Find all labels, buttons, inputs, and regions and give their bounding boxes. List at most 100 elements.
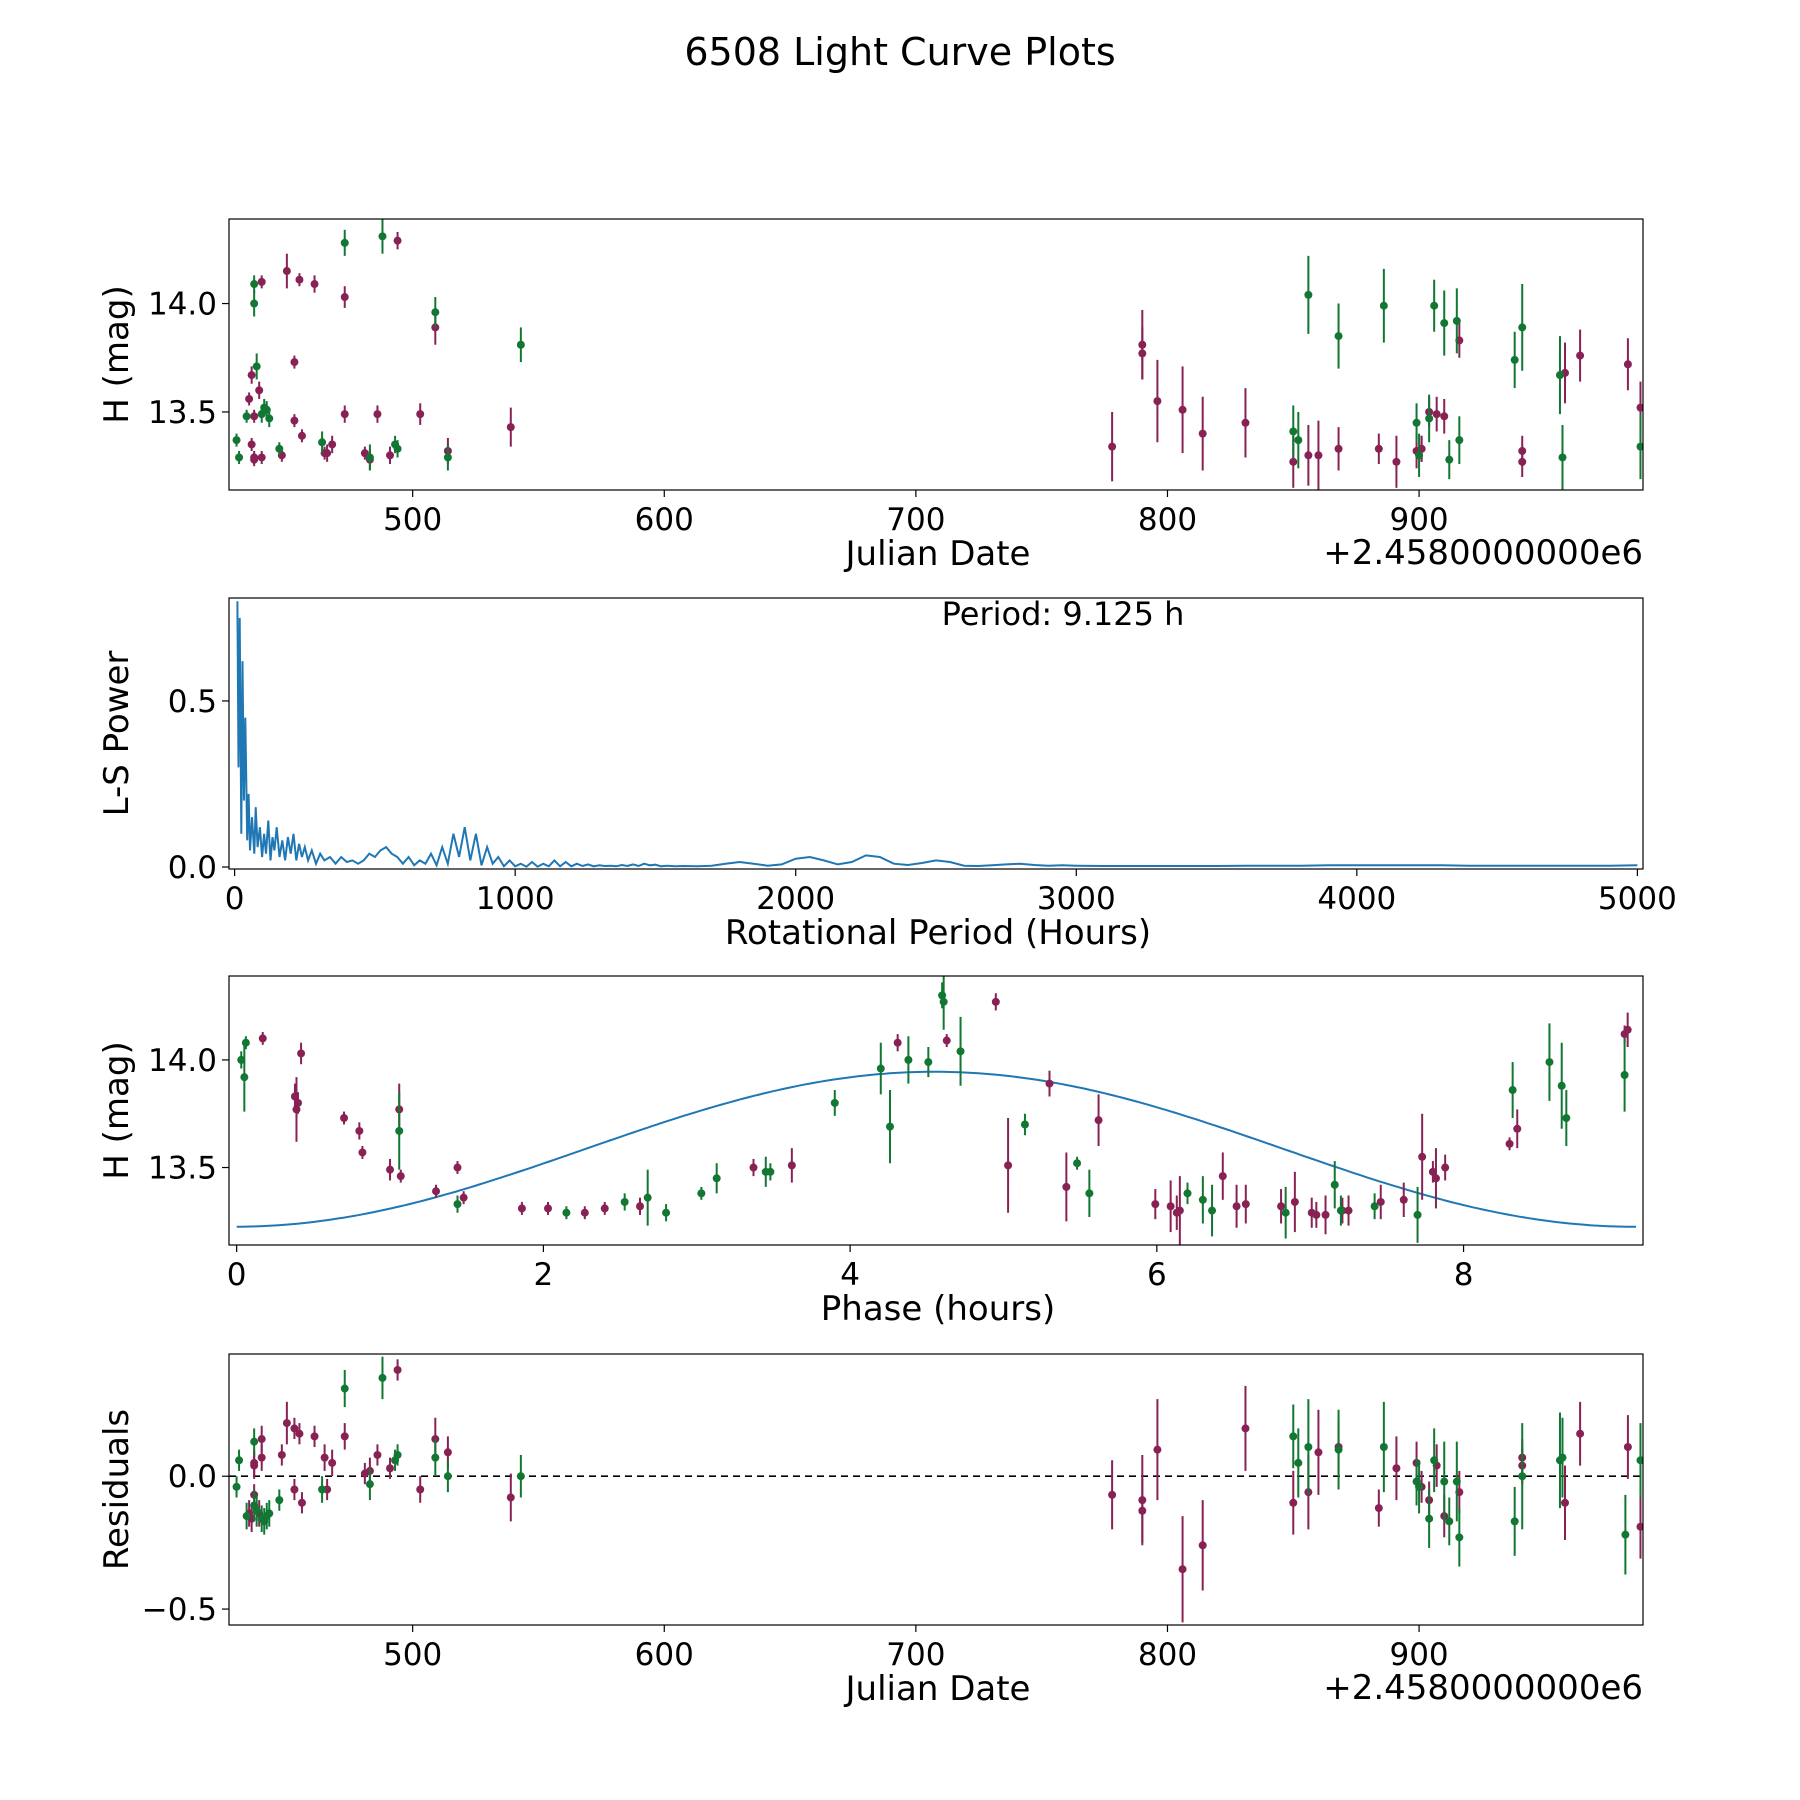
data-point [1062, 1182, 1071, 1191]
data-point [297, 1498, 306, 1507]
data-point [1304, 451, 1313, 460]
data-point [1576, 1429, 1585, 1438]
data-point [1555, 371, 1564, 380]
data-point [453, 1163, 462, 1172]
y-tick-label: 14.0 [148, 1043, 217, 1079]
data-point [1138, 349, 1147, 358]
data-point [235, 453, 244, 462]
data-point [252, 362, 261, 371]
data-point [1576, 351, 1585, 360]
data-point [235, 1456, 244, 1465]
data-point [1218, 1172, 1227, 1181]
data-point [1440, 1477, 1449, 1486]
data-point [1334, 444, 1343, 453]
data-point [340, 1384, 349, 1393]
data-point [1290, 1197, 1299, 1206]
data-point [443, 453, 452, 462]
data-point [697, 1189, 706, 1198]
x-tick-label: 600 [635, 502, 694, 538]
data-point [749, 1163, 758, 1172]
data-point [1621, 1530, 1630, 1539]
data-point [1505, 1139, 1514, 1148]
data-point [432, 1187, 441, 1196]
x-tick-label: 500 [383, 1637, 442, 1673]
data-point [393, 1450, 402, 1459]
data-point [250, 412, 259, 421]
data-point [245, 394, 254, 403]
data-point [1166, 1202, 1175, 1211]
data-point [942, 1036, 951, 1045]
data-point [1440, 412, 1449, 421]
data-point [1561, 1498, 1570, 1507]
data-point [924, 1058, 933, 1067]
x-tick-label: 700 [886, 502, 945, 538]
figure-title: 6508 Light Curve Plots [684, 30, 1115, 74]
data-point [1334, 1445, 1343, 1454]
data-point [1334, 332, 1343, 341]
data-point [904, 1055, 913, 1064]
data-point [1281, 1208, 1290, 1217]
data-point [277, 1450, 286, 1459]
data-point [395, 1126, 404, 1135]
data-point [1392, 457, 1401, 466]
data-point [1294, 1458, 1303, 1467]
periodogram-plot-area [236, 601, 1638, 869]
data-point [340, 238, 349, 247]
data-point [431, 1453, 440, 1462]
x-tick-label: 2000 [756, 881, 835, 917]
data-point [1004, 1161, 1013, 1170]
data-point [257, 277, 266, 286]
lightcurve-series-2 [232, 219, 1643, 490]
data-point [1636, 1522, 1643, 1531]
data-point [1558, 1453, 1567, 1462]
data-point [1558, 453, 1567, 462]
data-point [506, 1493, 515, 1502]
y-axis-label: Residuals [97, 1409, 137, 1570]
data-point [1073, 1159, 1082, 1168]
data-point [1151, 1200, 1160, 1209]
data-point [1445, 455, 1454, 464]
data-point [340, 1114, 349, 1123]
data-point [1379, 301, 1388, 310]
data-point [1518, 1472, 1527, 1481]
data-point [290, 1485, 299, 1494]
data-point [830, 1098, 839, 1107]
data-point [1370, 1202, 1379, 1211]
x-tick-label: 2 [534, 1257, 554, 1293]
data-point [956, 1047, 965, 1056]
residuals-plot-area [229, 1356, 1643, 1623]
data-point [1198, 1195, 1207, 1204]
data-point [1241, 418, 1250, 427]
data-point [1108, 1490, 1117, 1499]
data-point [250, 299, 259, 308]
x-tick-label: 600 [635, 1637, 694, 1673]
data-point [1445, 1517, 1454, 1526]
data-point [443, 1448, 452, 1457]
data-point [247, 371, 256, 380]
data-point [290, 358, 299, 367]
x-tick-label: 0 [227, 1257, 247, 1293]
data-point [1374, 444, 1383, 453]
data-point [1455, 436, 1464, 445]
data-point [250, 1437, 259, 1446]
data-point [265, 1509, 274, 1518]
data-point [310, 280, 319, 289]
data-point [250, 455, 259, 464]
data-point [1413, 1210, 1422, 1219]
data-point [1562, 1114, 1571, 1123]
data-point [1232, 1202, 1241, 1211]
data-point [328, 440, 337, 449]
data-point [517, 1204, 526, 1213]
data-point [1620, 1070, 1629, 1079]
data-point [1344, 1206, 1353, 1215]
data-point [358, 1148, 367, 1157]
x-tick-label: 0 [225, 881, 245, 917]
data-point [431, 308, 440, 317]
data-point [247, 440, 256, 449]
data-point [1314, 451, 1323, 460]
x-tick-label: 5000 [1598, 881, 1677, 917]
phased-series-1 [258, 993, 1632, 1245]
data-point [1178, 1565, 1187, 1574]
y-axis-label: L-S Power [97, 651, 137, 817]
